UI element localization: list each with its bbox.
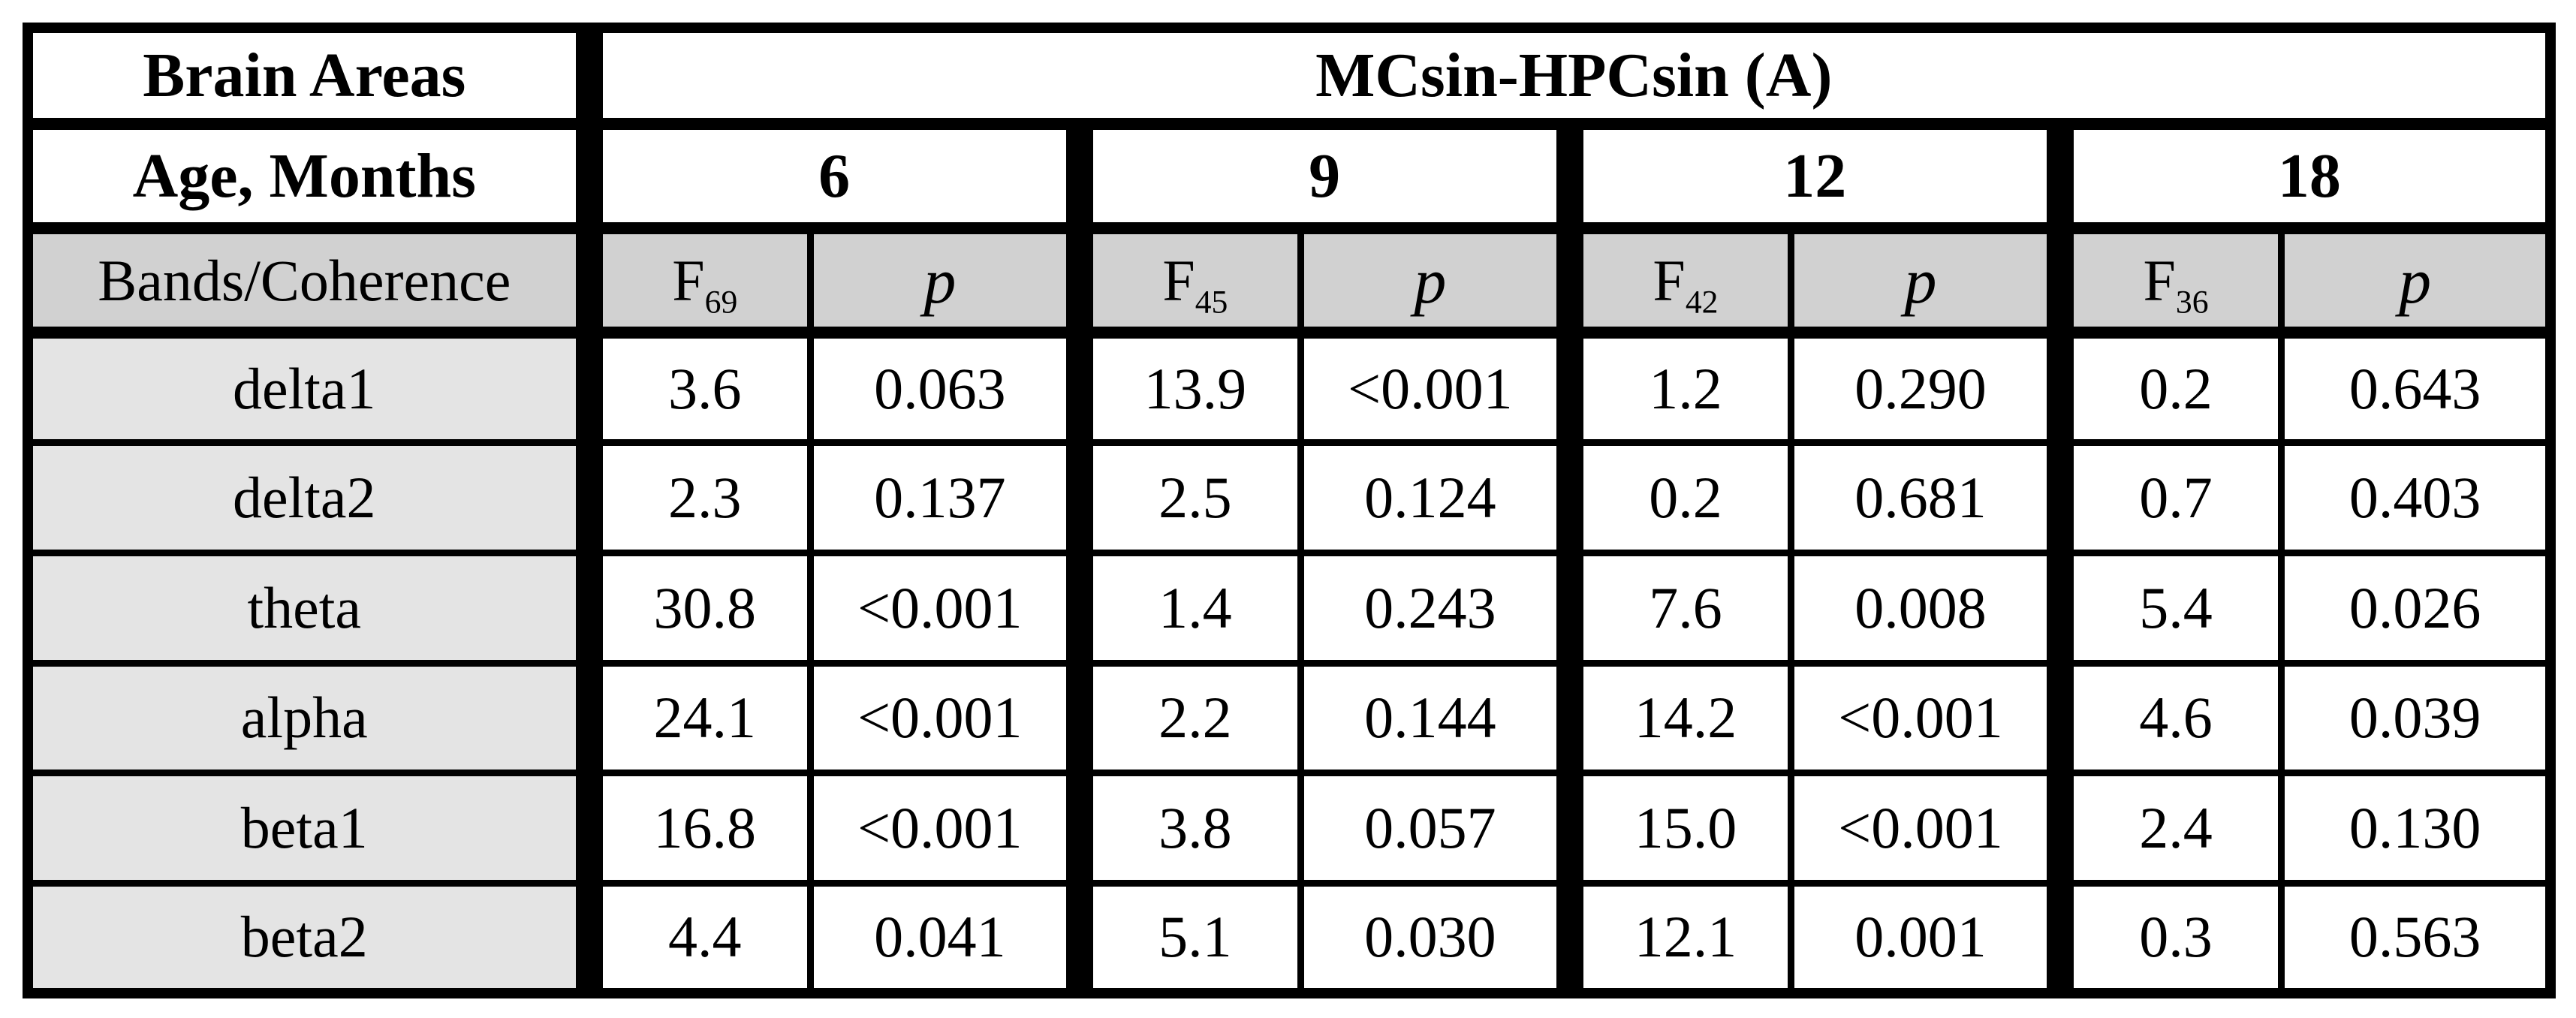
age-18-cell: 18 [2046, 120, 2554, 235]
band-name-cell: delta2 [24, 439, 593, 556]
p-value-cell: 0.041 [806, 879, 1083, 997]
p-header-cell: p [1297, 224, 1574, 339]
table-row-beta1: beta1 16.8 <0.001 3.8 0.057 15.0 <0.001 … [24, 770, 2554, 887]
band-name-cell: delta1 [24, 329, 593, 447]
p-header-cell: p [1788, 224, 2064, 339]
f-stat-header-cell: F69 [575, 224, 814, 339]
table-row-alpha: alpha 24.1 <0.001 2.2 0.144 14.2 <0.001 … [24, 659, 2554, 777]
f-value-cell: 5.4 [2046, 549, 2285, 667]
f-value-cell: 2.2 [1065, 659, 1305, 777]
band-name-cell: beta2 [24, 879, 593, 997]
f-subscript: 36 [2175, 284, 2209, 321]
p-value-cell: 0.130 [2278, 770, 2554, 887]
header-row-bands: Bands/Coherence F69 p F45 p F42 p F36 p [24, 224, 2554, 339]
header-row-age: Age, Months 6 9 12 18 [24, 120, 2554, 235]
f-subscript: 42 [1685, 284, 1719, 321]
p-value-cell: <0.001 [1297, 329, 1574, 447]
p-value-cell: 0.008 [1788, 549, 2064, 667]
brain-areas-header-cell: Brain Areas [24, 24, 593, 131]
f-value-cell: 0.7 [2046, 439, 2285, 556]
p-value-cell: 0.030 [1297, 879, 1574, 997]
f-value-cell: 1.4 [1065, 549, 1305, 667]
f-value-cell: 30.8 [575, 549, 814, 667]
f-label: F [1653, 247, 1686, 313]
p-value-cell: <0.001 [806, 770, 1083, 887]
p-value-cell: 0.144 [1297, 659, 1574, 777]
table-row-delta1: delta1 3.6 0.063 13.9 <0.001 1.2 0.290 0… [24, 329, 2554, 447]
f-value-cell: 7.6 [1556, 549, 1795, 667]
f-subscript: 69 [704, 284, 738, 321]
band-name-cell: alpha [24, 659, 593, 777]
f-value-cell: 15.0 [1556, 770, 1795, 887]
p-value-cell: 0.057 [1297, 770, 1574, 887]
f-value-cell: 4.6 [2046, 659, 2285, 777]
p-value-cell: 0.039 [2278, 659, 2554, 777]
f-label: F [2143, 247, 2176, 313]
f-value-cell: 2.3 [575, 439, 814, 556]
p-header-cell: p [806, 224, 1083, 339]
p-value-cell: <0.001 [806, 549, 1083, 667]
age-6-cell: 6 [575, 120, 1083, 235]
p-value-cell: <0.001 [1788, 770, 2064, 887]
f-value-cell: 0.2 [1556, 439, 1795, 556]
f-value-cell: 0.3 [2046, 879, 2285, 997]
f-label: F [672, 247, 705, 313]
f-value-cell: 16.8 [575, 770, 814, 887]
p-value-cell: 0.681 [1788, 439, 2064, 556]
f-value-cell: 5.1 [1065, 879, 1305, 997]
f-stat-header-cell: F36 [2046, 224, 2285, 339]
bands-coherence-header-cell: Bands/Coherence [24, 224, 593, 339]
f-value-cell: 4.4 [575, 879, 814, 997]
p-value-cell: 0.403 [2278, 439, 2554, 556]
p-value-cell: 0.563 [2278, 879, 2554, 997]
f-stat-header-cell: F42 [1556, 224, 1795, 339]
table-row-delta2: delta2 2.3 0.137 2.5 0.124 0.2 0.681 0.7… [24, 439, 2554, 556]
group-title-cell: MCsin-HPCsin (A) [575, 24, 2554, 131]
p-value-cell: 0.001 [1788, 879, 2064, 997]
f-value-cell: 3.6 [575, 329, 814, 447]
table-row-beta2: beta2 4.4 0.041 5.1 0.030 12.1 0.001 0.3… [24, 879, 2554, 997]
f-value-cell: 2.5 [1065, 439, 1305, 556]
age-12-cell: 12 [1556, 120, 2064, 235]
statistics-table: Brain Areas MCsin-HPCsin (A) Age, Months… [23, 23, 2556, 998]
band-name-cell: theta [24, 549, 593, 667]
f-value-cell: 14.2 [1556, 659, 1795, 777]
p-value-cell: 0.137 [806, 439, 1083, 556]
p-value-cell: 0.643 [2278, 329, 2554, 447]
p-value-cell: <0.001 [1788, 659, 2064, 777]
header-row-brain-areas: Brain Areas MCsin-HPCsin (A) [24, 24, 2554, 131]
f-label: F [1162, 247, 1195, 313]
age-9-cell: 9 [1065, 120, 1574, 235]
f-value-cell: 2.4 [2046, 770, 2285, 887]
f-value-cell: 24.1 [575, 659, 814, 777]
p-header-cell: p [2278, 224, 2554, 339]
f-value-cell: 12.1 [1556, 879, 1795, 997]
p-value-cell: <0.001 [806, 659, 1083, 777]
p-value-cell: 0.063 [806, 329, 1083, 447]
p-value-cell: 0.290 [1788, 329, 2064, 447]
f-value-cell: 3.8 [1065, 770, 1305, 887]
f-value-cell: 13.9 [1065, 329, 1305, 447]
f-value-cell: 0.2 [2046, 329, 2285, 447]
p-value-cell: 0.243 [1297, 549, 1574, 667]
p-value-cell: 0.026 [2278, 549, 2554, 667]
f-subscript: 45 [1195, 284, 1228, 321]
table-row-theta: theta 30.8 <0.001 1.4 0.243 7.6 0.008 5.… [24, 549, 2554, 667]
f-stat-header-cell: F45 [1065, 224, 1305, 339]
f-value-cell: 1.2 [1556, 329, 1795, 447]
band-name-cell: beta1 [24, 770, 593, 887]
p-value-cell: 0.124 [1297, 439, 1574, 556]
age-months-header-cell: Age, Months [24, 120, 593, 235]
